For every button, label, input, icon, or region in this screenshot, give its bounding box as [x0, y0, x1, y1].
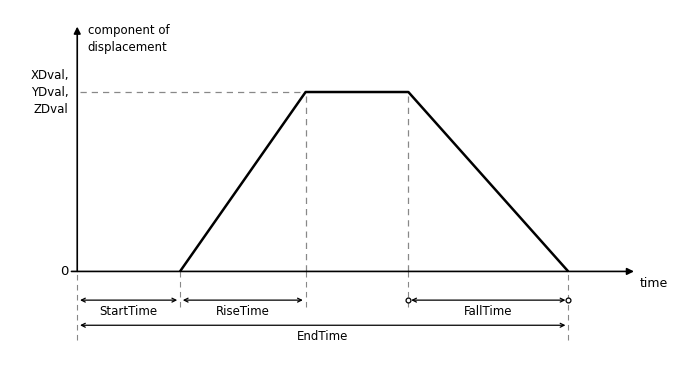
Text: FallTime: FallTime: [464, 305, 513, 318]
Text: EndTime: EndTime: [297, 330, 348, 343]
Text: time: time: [640, 277, 668, 290]
Text: StartTime: StartTime: [99, 305, 158, 318]
Text: XDval,
YDval,
ZDval: XDval, YDval, ZDval: [30, 68, 69, 115]
Text: 0: 0: [61, 265, 69, 278]
Text: RiseTime: RiseTime: [216, 305, 270, 318]
Text: component of
displacement: component of displacement: [88, 24, 169, 54]
